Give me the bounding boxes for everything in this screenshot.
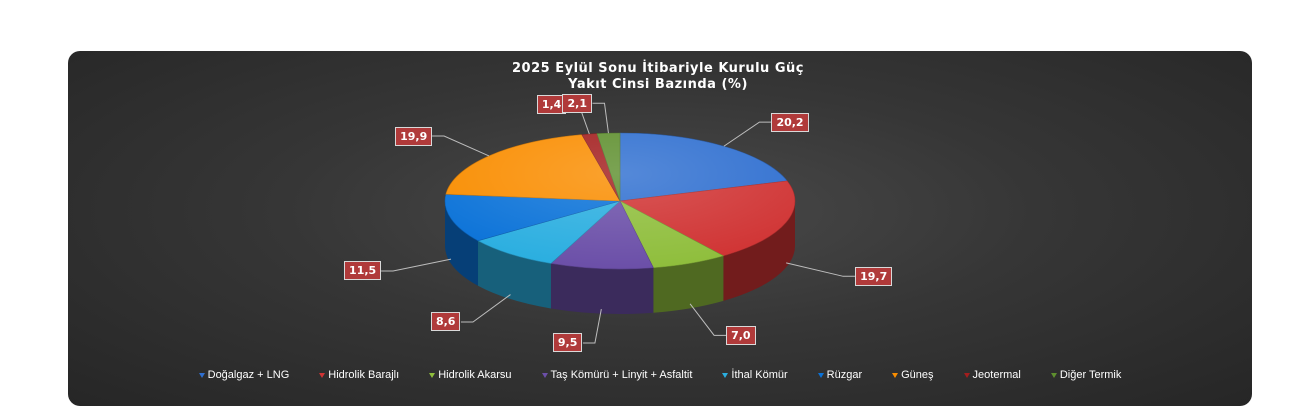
- chart-title-line2: Yakıt Cinsi Bazında (%): [568, 77, 748, 92]
- leader-line-1: [723, 121, 772, 147]
- chart-legend: Doğalgaz + LNG Hidrolik Barajlı Hidrolik A…: [68, 369, 1252, 381]
- legend-label: Hidrolik Barajlı: [328, 369, 400, 381]
- legend-swatch-icon: [319, 372, 326, 378]
- legend-item-2: Hidrolik Barajlı: [319, 369, 399, 381]
- leader-line-9: [592, 102, 609, 134]
- legend-swatch-icon: [817, 372, 824, 378]
- data-label-7: 19,9: [395, 126, 433, 146]
- legend-swatch-icon: [541, 372, 548, 378]
- data-label-2: 19,7: [855, 266, 893, 286]
- pie-chart: [381, 102, 856, 344]
- chart-title: 2025 Eylül Sonu İtibariyle Kurulu Güç Ya…: [68, 61, 1252, 93]
- legend-swatch-icon: [429, 372, 436, 378]
- legend-item-9: Diğer Termik: [1050, 369, 1122, 381]
- data-label-9: 2,1: [562, 93, 592, 113]
- data-label-1: 20,2: [771, 112, 809, 132]
- legend-item-1: Doğalgaz + LNG: [198, 369, 290, 381]
- legend-label: Güneş: [901, 369, 934, 381]
- legend-swatch-icon: [198, 372, 205, 378]
- legend-item-5: İthal Kömür: [722, 369, 788, 381]
- chart-card: 2025 Eylül Sonu İtibariyle Kurulu Güç Ya…: [68, 51, 1252, 406]
- leader-line-6: [381, 258, 452, 272]
- legend-label: Doğalgaz + LNG: [207, 369, 290, 381]
- legend-item-7: Güneş: [892, 369, 934, 381]
- legend-swatch-icon: [722, 372, 729, 378]
- pie-slice-side-4: [550, 263, 654, 314]
- legend-item-8: Jeotermal: [963, 369, 1021, 381]
- legend-item-4: Taş Kömürü + Linyit + Asfaltit: [541, 369, 693, 381]
- legend-swatch-icon: [1050, 372, 1057, 378]
- data-label-4: 9,5: [552, 333, 583, 353]
- pie-highlight: [445, 133, 795, 269]
- legend-label: Jeotermal: [972, 369, 1021, 381]
- chart-title-line1: 2025 Eylül Sonu İtibariyle Kurulu Güç: [512, 61, 804, 76]
- legend-swatch-icon: [892, 372, 899, 378]
- legend-label: Hidrolik Akarsu: [438, 369, 512, 381]
- legend-label: Taş Kömürü + Linyit + Asfaltit: [550, 369, 693, 381]
- legend-label: Diğer Termik: [1059, 369, 1122, 381]
- pie-slice-side-6: [445, 201, 479, 286]
- leader-line-7: [432, 135, 490, 157]
- data-label-3: 7,0: [726, 325, 756, 345]
- legend-item-6: Rüzgar: [817, 369, 863, 381]
- pie-slice-side-5: [478, 240, 551, 309]
- legend-swatch-icon: [963, 372, 970, 378]
- pie-slice-side-2: [723, 201, 795, 301]
- pie-slice-side-3: [653, 255, 724, 313]
- leader-line-3: [689, 303, 727, 336]
- data-label-5: 8,6: [430, 312, 461, 332]
- legend-label: Rüzgar: [826, 369, 863, 381]
- leader-line-5: [460, 294, 511, 323]
- data-label-6: 11,5: [344, 261, 382, 281]
- leader-line-4: [582, 309, 602, 344]
- legend-item-3: Hidrolik Akarsu: [429, 369, 512, 381]
- leader-line-2: [786, 262, 856, 277]
- legend-label: İthal Kömür: [731, 369, 788, 381]
